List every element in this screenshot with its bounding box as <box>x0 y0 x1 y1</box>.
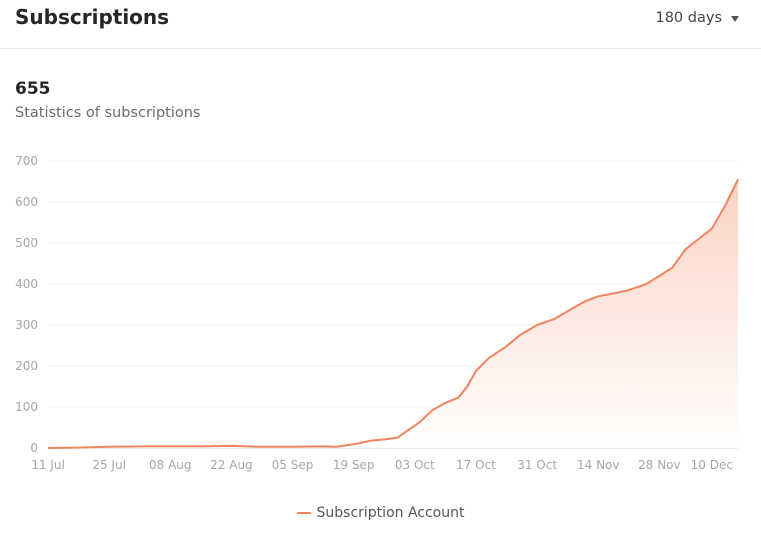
statistics-caption: Statistics of subscriptions <box>15 105 201 121</box>
legend-label: Subscription Account <box>316 505 465 521</box>
x-tick-label: 03 Oct <box>395 458 435 472</box>
x-tick-label: 10 Dec <box>691 458 733 472</box>
y-tick-label: 300 <box>15 318 38 332</box>
card-title: Subscriptions <box>15 5 170 29</box>
date-range-dropdown[interactable]: 180 days <box>655 10 739 26</box>
x-tick-label: 31 Oct <box>517 458 557 472</box>
card-header: Subscriptions 180 days <box>0 0 761 49</box>
x-tick-label: 19 Sep <box>333 458 375 472</box>
y-tick-label: 100 <box>15 400 38 414</box>
x-tick-label: 17 Oct <box>456 458 496 472</box>
subscription-area-fill <box>48 179 738 448</box>
x-tick-label: 28 Nov <box>638 458 681 472</box>
x-tick-label: 08 Aug <box>149 458 192 472</box>
x-axis-ticks: 11 Jul 25 Jul 08 Aug 22 Aug 05 Sep 19 Sep 03 O… <box>31 458 733 472</box>
x-tick-label: 11 Jul <box>31 458 65 472</box>
y-tick-label: 600 <box>15 195 38 209</box>
date-range-label: 180 days <box>655 10 722 26</box>
x-tick-label: 14 Nov <box>577 458 620 472</box>
x-tick-label: 25 Jul <box>92 458 126 472</box>
x-tick-label: 22 Aug <box>210 458 253 472</box>
y-tick-label: 700 <box>15 154 38 168</box>
y-tick-label: 200 <box>15 359 38 373</box>
y-tick-label: 0 <box>30 441 38 455</box>
chart-legend[interactable]: Subscription Account <box>0 505 761 521</box>
subscription-line <box>47 178 739 449</box>
legend-line-icon <box>296 512 311 514</box>
y-tick-label: 500 <box>15 236 38 250</box>
subscriptions-area-chart: 0 100 200 300 400 500 600 700 11 Jul 25 Jul 08 Au… <box>15 154 739 472</box>
x-tick-label: 05 Sep <box>272 458 314 472</box>
y-axis-ticks: 0 100 200 300 400 500 600 700 <box>15 154 38 455</box>
total-subscriptions-value: 655 <box>15 79 51 99</box>
y-tick-label: 400 <box>15 277 38 291</box>
caret-down-icon <box>731 15 739 22</box>
